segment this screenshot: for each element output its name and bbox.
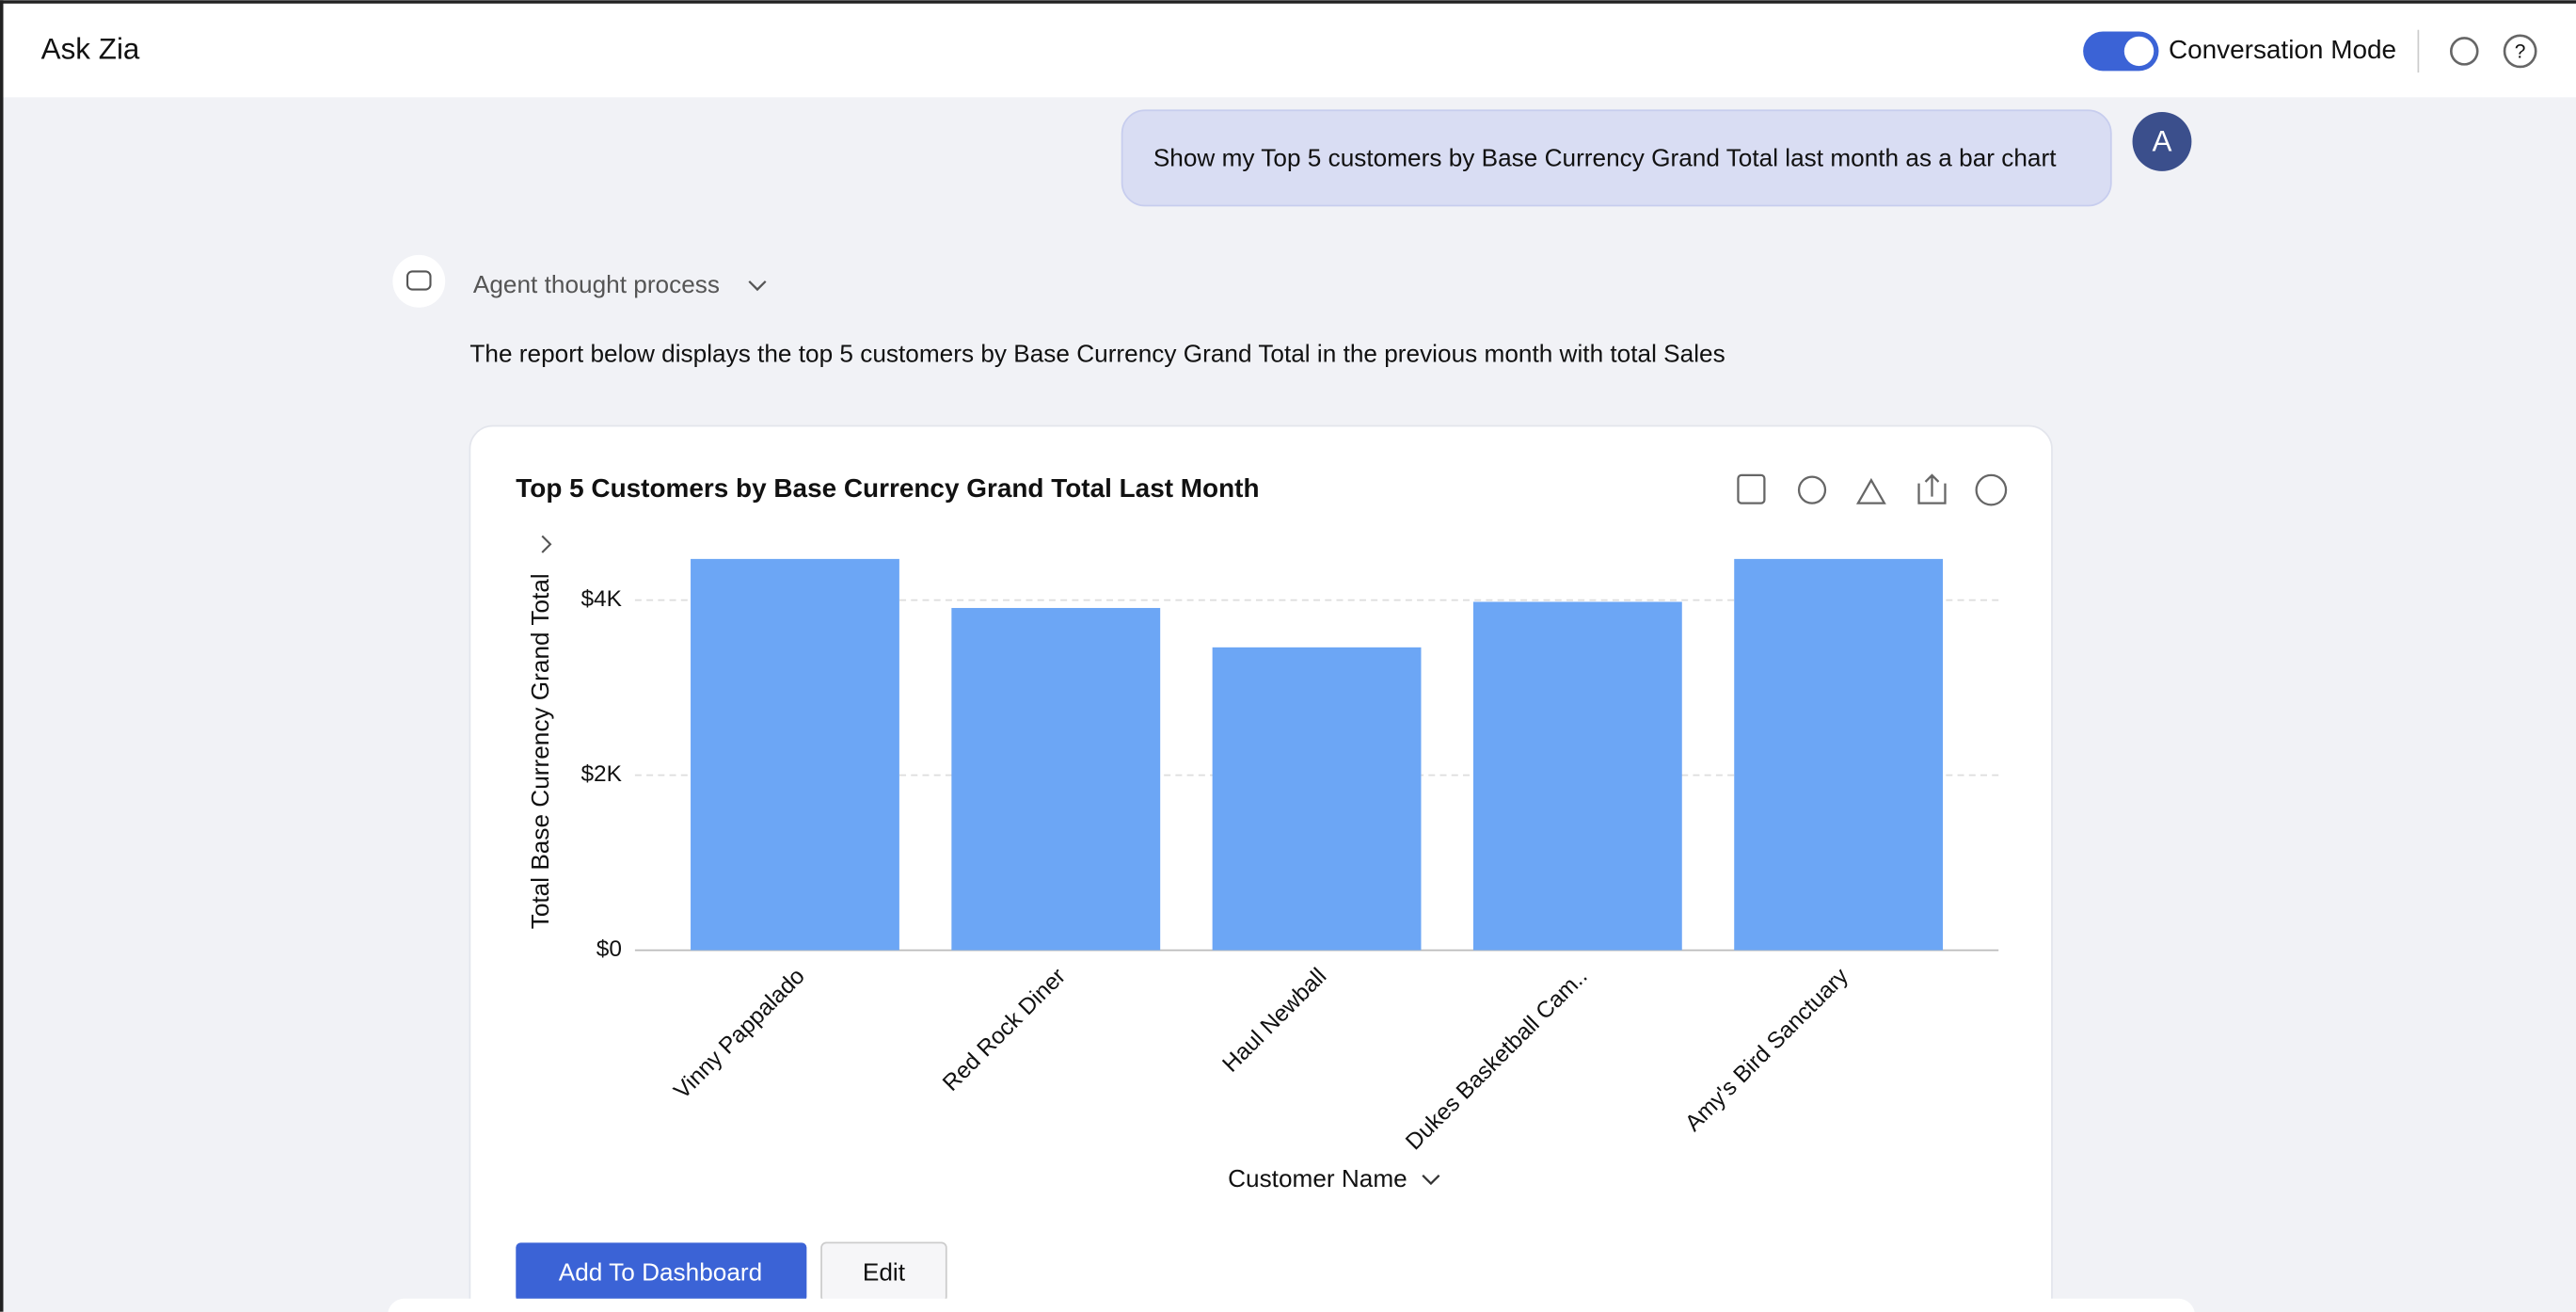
bar	[1472, 601, 1682, 951]
info-icon[interactable]	[1975, 473, 2008, 506]
bar	[1212, 647, 1422, 951]
user-message: Show my Top 5 customers by Base Currency…	[1153, 144, 2057, 172]
edit-label: Edit	[863, 1257, 906, 1286]
svg-text:?: ?	[2515, 41, 2526, 63]
response-text: The report below displays the top 5 cust…	[469, 339, 1725, 367]
bar	[1734, 558, 1944, 951]
agent-icon	[392, 254, 446, 308]
avatar-letter: A	[2152, 124, 2171, 157]
bar	[951, 607, 1161, 951]
settings-icon[interactable]	[2449, 37, 2479, 66]
insight-icon[interactable]	[1855, 477, 1886, 504]
input-box[interactable]	[388, 1298, 2195, 1312]
chart-type-icon[interactable]	[1797, 475, 1827, 504]
y-tick-label: $0	[596, 936, 622, 962]
y-tick-label: $2K	[580, 761, 622, 787]
export-icon[interactable]	[1917, 473, 1947, 504]
user-message-bubble	[1121, 109, 2112, 207]
save-icon[interactable]	[1737, 473, 1766, 504]
chart-title: Top 5 Customers by Base Currency Grand T…	[516, 473, 1259, 503]
toggle-label: Conversation Mode	[2169, 35, 2396, 64]
bar	[691, 558, 899, 951]
help-icon[interactable]	[2503, 34, 2537, 69]
y-axis-title: Total Base Currency Grand Total	[526, 573, 554, 929]
thought-toggle[interactable]: Agent thought process	[473, 270, 720, 298]
avatar	[2132, 112, 2192, 171]
x-axis-title[interactable]: Customer Name	[1228, 1164, 1407, 1192]
add-to-dashboard-label: Add To Dashboard	[559, 1257, 762, 1286]
y-tick-label: $4K	[580, 586, 622, 612]
add-to-dashboard-button[interactable]	[516, 1242, 807, 1303]
app-title: Ask Zia	[41, 33, 140, 66]
